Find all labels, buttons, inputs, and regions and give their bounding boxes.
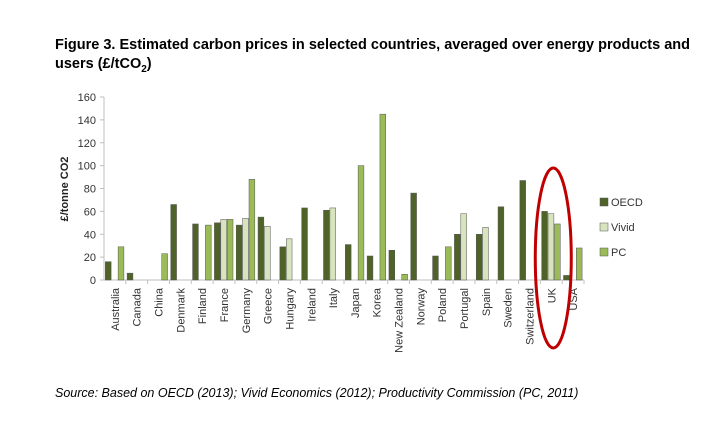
bar-finland-pc [205, 224, 212, 281]
bar-usa-oecd [563, 275, 570, 281]
source-note: Source: Based on OECD (2013); Vivid Econ… [55, 386, 579, 400]
bar-hungary-vivid [286, 238, 293, 281]
y-tick-label: 140 [78, 115, 96, 127]
x-tick-label-new-zealand: New Zealand [394, 288, 406, 353]
x-tick-label-sweden: Sweden [503, 288, 515, 328]
bar-spain-vivid [482, 227, 489, 281]
bar-australia-pc [117, 246, 125, 281]
x-tick-label-china: China [154, 287, 166, 317]
legend-label-vivid: Vivid [611, 222, 635, 234]
uk-highlight-ellipse [533, 166, 573, 350]
bar-uk-oecd [541, 211, 548, 281]
legend: OECD Vivid PC [599, 197, 643, 259]
y-tick-label: 60 [84, 206, 96, 218]
bar-switzerland-oecd [519, 180, 526, 281]
bar-denmark-oecd [170, 204, 177, 281]
bar-germany-pc [248, 179, 256, 281]
y-tick-label: 100 [78, 161, 96, 173]
x-tick-label-canada: Canada [132, 287, 144, 326]
legend-swatch-vivid [599, 222, 609, 232]
bar-germany-vivid [242, 217, 249, 281]
bar-usa-pc [576, 247, 583, 281]
chart-title-text: Figure 3. Estimated carbon prices in sel… [55, 37, 690, 72]
x-tick-label-denmark: Denmark [175, 288, 187, 333]
x-tick-label-ireland: Ireland [306, 288, 318, 322]
x-tick-label-spain: Spain [481, 288, 493, 316]
bar-finland-oecd [192, 223, 199, 281]
bar-greece-oecd [257, 216, 265, 281]
y-axis-label: £/tonne CO2 [59, 157, 71, 222]
x-tick-label-uk: UK [546, 287, 558, 303]
bar-sweden-oecd [497, 206, 505, 281]
bars [105, 113, 583, 281]
y-tick-label: 120 [78, 138, 96, 150]
bar-new-zealand-pc [401, 274, 408, 281]
bar-poland-pc [445, 246, 452, 281]
bar-portugal-oecd [454, 234, 461, 281]
bar-canada-oecd [126, 272, 134, 281]
bar-japan-pc [357, 165, 365, 281]
y-tick-label: 20 [84, 252, 96, 264]
bar-uk-vivid [547, 213, 555, 281]
bar-france-vivid [220, 219, 227, 281]
x-tick-label-finland: Finland [197, 288, 209, 324]
y-tick-label: 0 [90, 275, 96, 287]
bar-australia-oecd [105, 261, 112, 281]
bar-poland-oecd [432, 255, 439, 281]
bar-japan-oecd [345, 244, 352, 281]
y-axis: 0 20 40 60 80 100 120 140 160 [78, 92, 584, 287]
bar-new-zealand-oecd [388, 250, 395, 281]
x-tick-label-hungary: Hungary [284, 288, 296, 330]
y-tick-label: 40 [84, 229, 96, 241]
y-tick-label: 160 [78, 92, 96, 104]
chart-title-subscript: 2 [141, 63, 147, 75]
chart-title-close: ) [146, 56, 152, 72]
y-tick-label: 80 [84, 184, 96, 196]
chart-title: Figure 3. Estimated carbon prices in sel… [55, 36, 695, 79]
legend-label-oecd: OECD [611, 197, 643, 209]
x-tick-label-italy: Italy [328, 288, 340, 309]
x-tick-label-australia: Australia [110, 287, 122, 331]
bar-italy-oecd [323, 209, 330, 281]
bar-ireland-oecd [301, 207, 308, 281]
bar-uk-pc [554, 223, 561, 281]
bar-norway-oecd [410, 192, 417, 281]
x-tick-label-france: France [219, 288, 231, 322]
bar-france-pc [226, 219, 234, 281]
bar-germany-oecd [235, 224, 243, 281]
x-tick-label-norway: Norway [415, 288, 427, 326]
bar-korea-pc [379, 113, 386, 281]
bar-spain-oecd [475, 234, 483, 281]
bar-greece-vivid [264, 225, 271, 281]
x-tick-label-portugal: Portugal [459, 288, 471, 329]
x-tick-label-poland: Poland [437, 288, 449, 322]
x-tick-label-japan: Japan [350, 288, 362, 318]
bar-portugal-vivid [460, 213, 467, 281]
bar-france-oecd [214, 222, 221, 281]
x-tick-label-korea: Korea [372, 287, 384, 317]
legend-swatch-pc [599, 247, 609, 257]
x-tick-label-switzerland: Switzerland [524, 288, 536, 345]
bar-hungary-oecd [279, 246, 286, 281]
bar-italy-vivid [329, 207, 336, 281]
legend-swatch-oecd [599, 197, 609, 207]
bar-china-pc [161, 253, 168, 281]
x-axis-labels: Australia Canada China Denmark Finland France… [110, 280, 585, 353]
bar-korea-oecd [366, 255, 374, 281]
x-tick-label-germany: Germany [241, 288, 253, 334]
legend-label-pc: PC [611, 247, 626, 259]
x-tick-label-greece: Greece [263, 288, 275, 324]
